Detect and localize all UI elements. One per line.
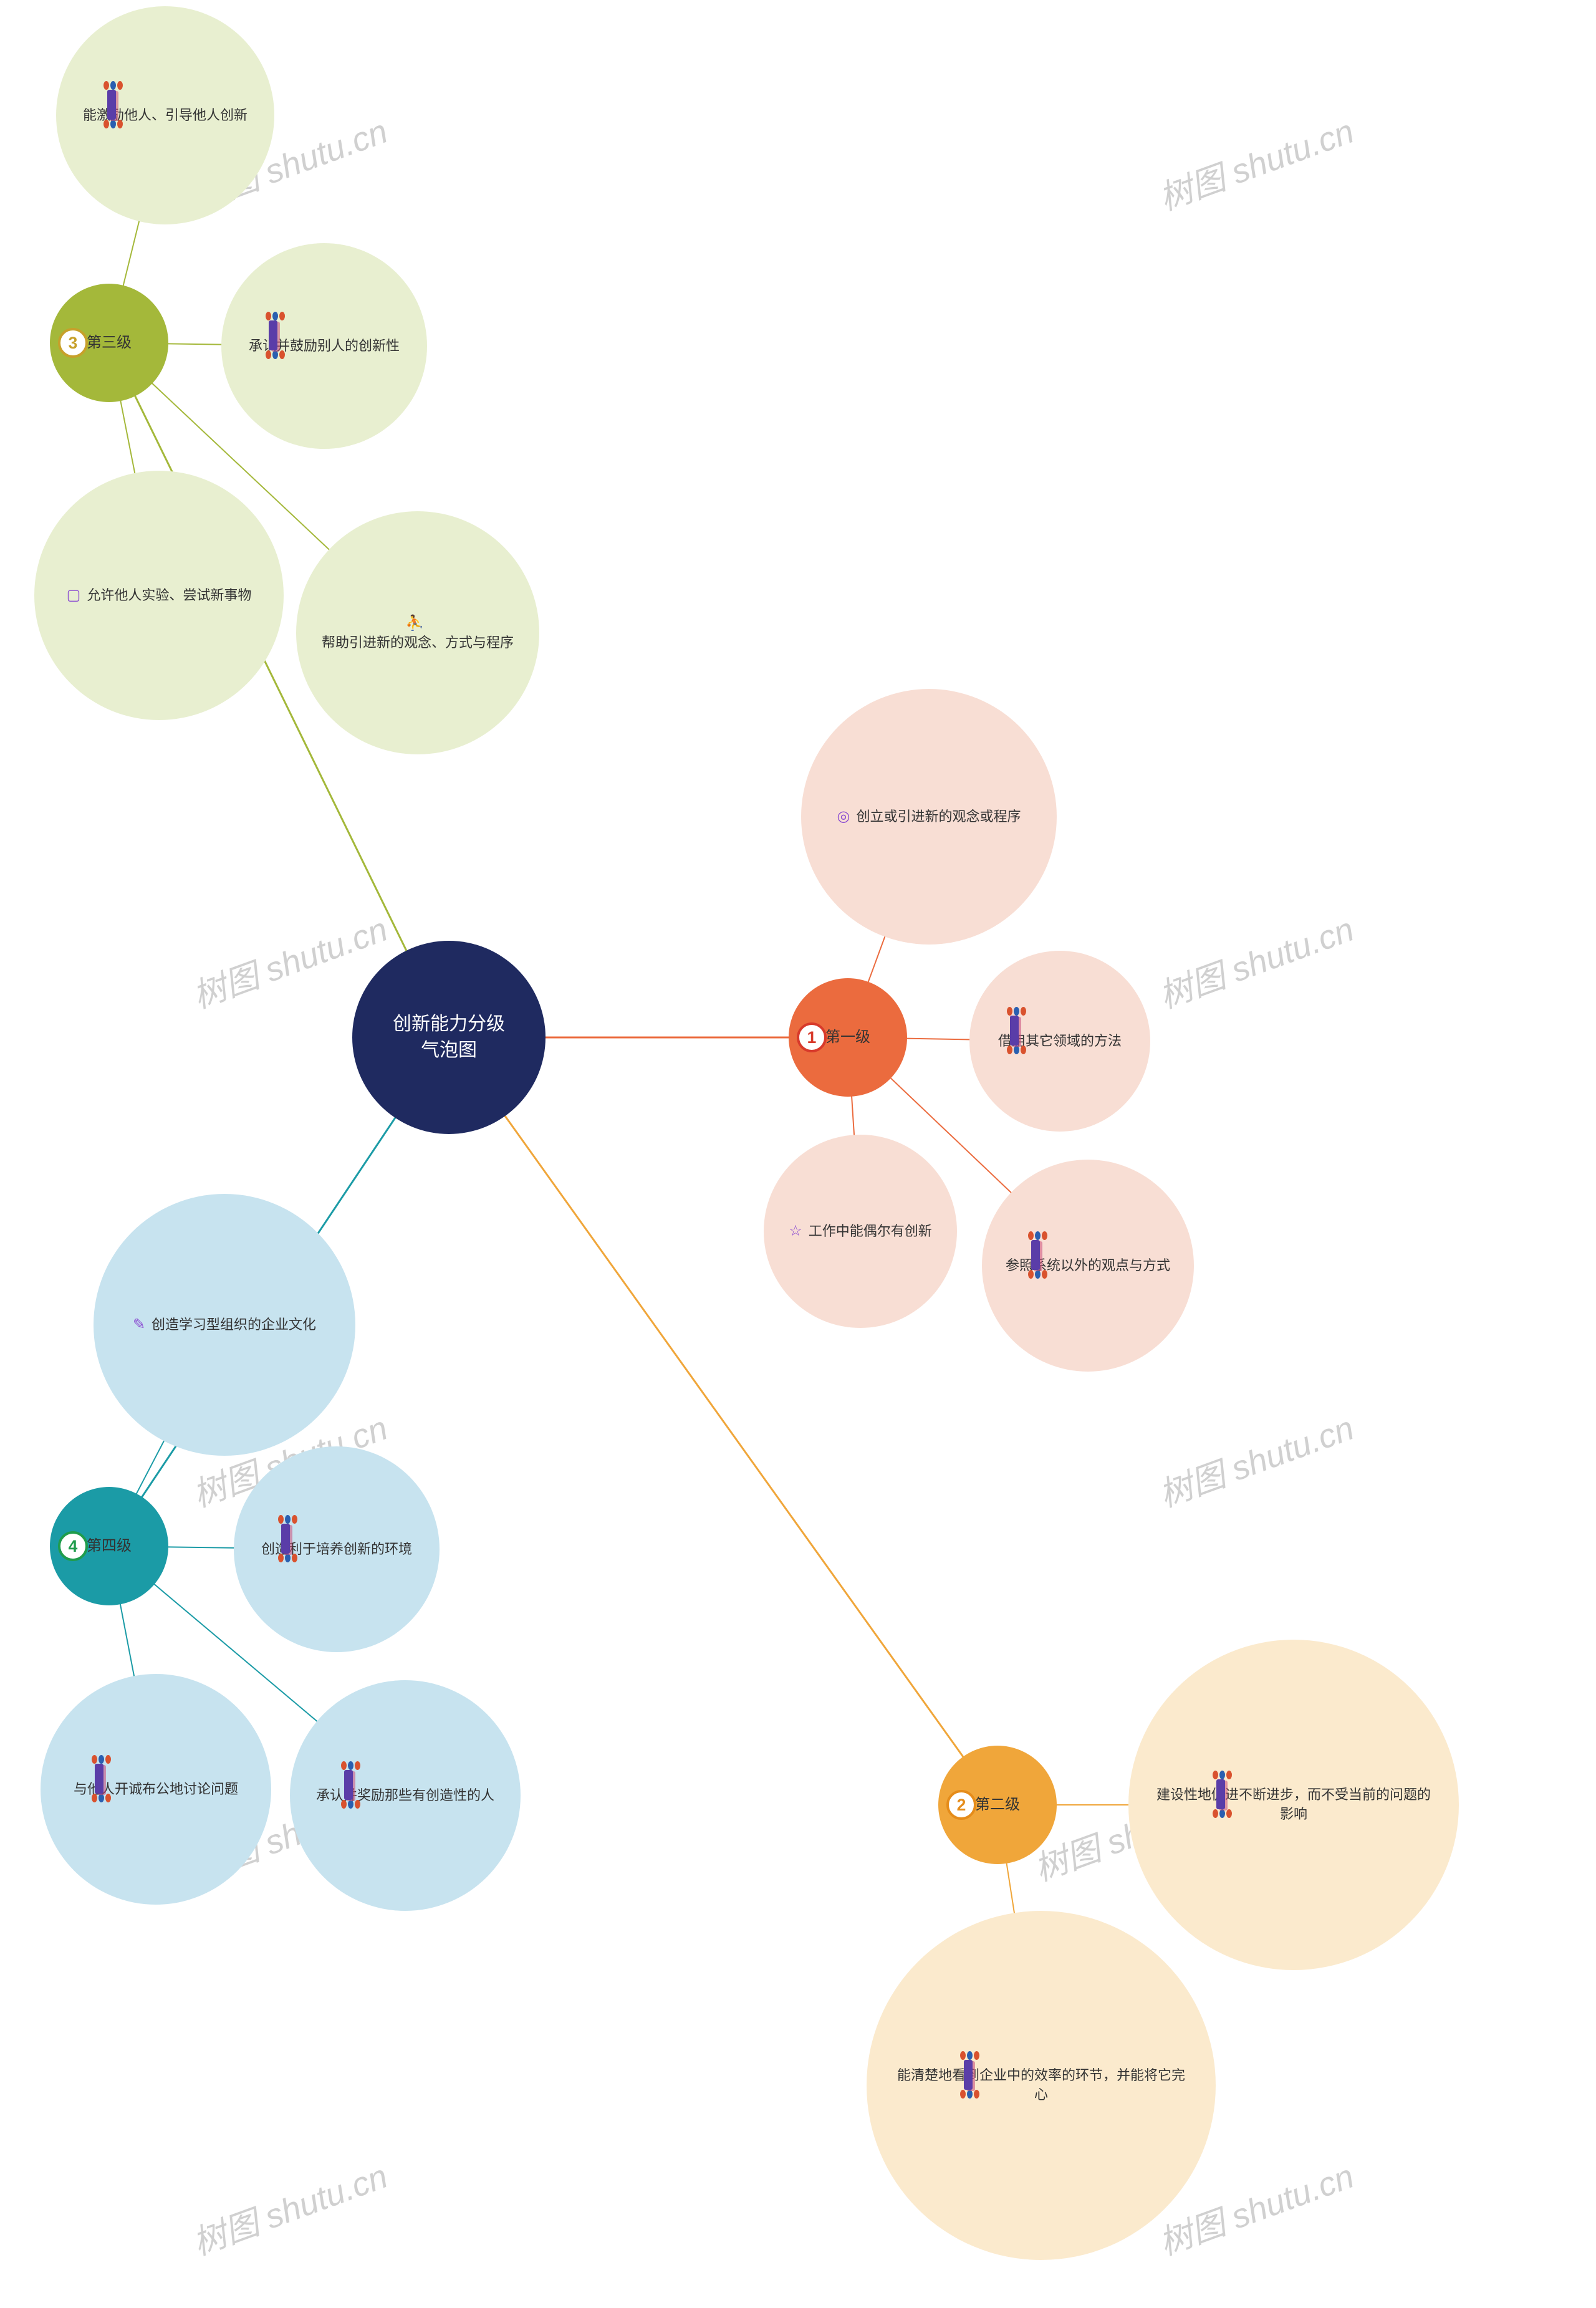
leaf-node-l1c: ☆ 工作中能偶尔有创新 <box>764 1135 957 1328</box>
decoration-icon <box>1213 1771 1232 1818</box>
decoration-icon <box>92 1755 111 1802</box>
decoration-icon <box>1028 1231 1047 1279</box>
level-badge: 4 <box>58 1531 88 1561</box>
leaf-node-l4b: 创造利于培养创新的环境 <box>234 1446 440 1652</box>
level-badge: 2 <box>946 1790 976 1820</box>
level-badge: 1 <box>797 1022 827 1052</box>
node-label: 创新能力分级 气泡图 <box>393 1011 505 1064</box>
node-label: 第三级 <box>87 332 132 353</box>
node-label: 第四级 <box>87 1536 132 1557</box>
leaf-node-l1b: 借用其它领域的方法 <box>969 951 1150 1132</box>
leaf-node-l1d: 参照系统以外的观点与方式 <box>982 1160 1194 1372</box>
node-label: 创造学习型组织的企业文化 <box>151 1315 316 1335</box>
node-label: 工作中能偶尔有创新 <box>809 1222 932 1241</box>
leaf-node-l2a: 建设性地促进不断进步，而不受当前的问题的影响 <box>1128 1640 1459 1970</box>
level-node-l2: 第二级2 <box>938 1746 1057 1864</box>
level-node-l1: 第一级1 <box>789 978 907 1097</box>
level-node-l4: 第四级4 <box>50 1487 168 1605</box>
decoration-icon <box>266 312 285 359</box>
leaf-node-l3d: ⛹帮助引进新的观念、方式与程序 <box>296 511 539 754</box>
decoration-icon <box>278 1515 297 1562</box>
bubble-diagram: 树图 shutu.cn树图 shutu.cn树图 shutu.cn树图 shut… <box>0 0 1596 2308</box>
leaf-node-l3b: 承认并鼓励别人的创新性 <box>221 243 427 449</box>
decoration-icon <box>960 2051 979 2099</box>
node-label: 能清楚地看到企业中的效率的环节，并能将它完心 <box>895 2066 1187 2105</box>
node-label: 第二级 <box>975 1794 1020 1815</box>
leaf-node-l3a: 能激励他人、引导他人创新 <box>56 6 274 224</box>
level-badge: 3 <box>58 328 88 358</box>
decoration-icon <box>341 1761 360 1809</box>
node-label: 帮助引进新的观念、方式与程序 <box>322 633 514 653</box>
leaf-node-l4c: 与他人开诚布公地讨论问题 <box>41 1674 271 1905</box>
node-label: 创立或引进新的观念或程序 <box>856 807 1021 827</box>
level-node-l3: 第三级3 <box>50 284 168 402</box>
pen-icon: ✎ <box>133 1314 145 1335</box>
square-icon: ▢ <box>67 585 81 606</box>
decoration-icon <box>1007 1007 1026 1054</box>
node-label: 建设性地促进不断进步，而不受当前的问题的影响 <box>1156 1786 1431 1824</box>
decoration-icon <box>103 81 123 128</box>
node-label: 允许他人实验、尝试新事物 <box>87 586 251 605</box>
node-label: 第一级 <box>825 1027 870 1048</box>
person-icon: ⛹ <box>405 613 424 634</box>
leaf-node-l4a: ✎ 创造学习型组织的企业文化 <box>94 1194 355 1456</box>
leaf-node-l2b: 能清楚地看到企业中的效率的环节，并能将它完心 <box>867 1911 1216 2260</box>
leaf-node-l1a: ◎ 创立或引进新的观念或程序 <box>801 689 1057 945</box>
target-icon: ◎ <box>837 806 850 827</box>
center-node: 创新能力分级 气泡图 <box>352 941 546 1134</box>
leaf-node-l3c: ▢ 允许他人实验、尝试新事物 <box>34 471 284 720</box>
leaf-node-l4d: 承认并奖励那些有创造性的人 <box>290 1680 521 1911</box>
star-icon: ☆ <box>789 1221 802 1242</box>
